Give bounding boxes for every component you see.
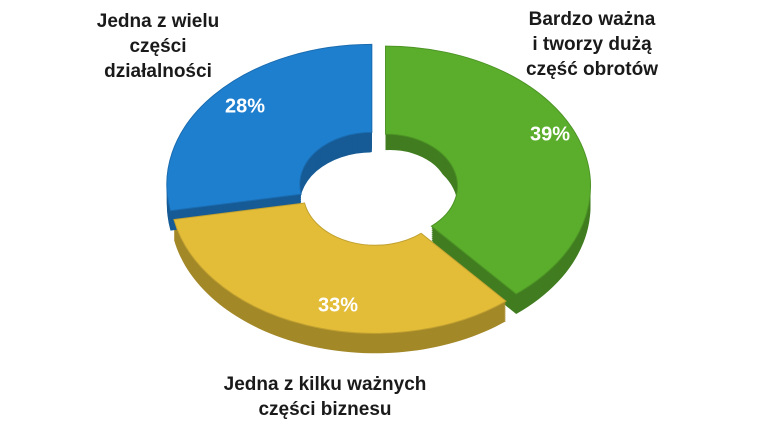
category-label: części	[129, 36, 186, 57]
category-label: Bardzo ważna	[529, 9, 656, 30]
category-label: Jedna z kilku ważnych	[224, 374, 427, 395]
category-label: części biznesu	[258, 399, 391, 420]
category-label: część obrotów	[526, 59, 658, 80]
value-label: 28%	[225, 95, 265, 117]
slice	[173, 202, 507, 334]
value-label: 33%	[318, 294, 358, 316]
category-label: działalności	[104, 61, 212, 82]
slice	[166, 43, 373, 212]
value-label: 39%	[530, 123, 570, 145]
category-label: Jedna z wielu	[97, 11, 219, 32]
slice	[385, 45, 591, 295]
donut-hole	[332, 150, 448, 234]
category-label: i tworzy dużą	[532, 34, 652, 55]
